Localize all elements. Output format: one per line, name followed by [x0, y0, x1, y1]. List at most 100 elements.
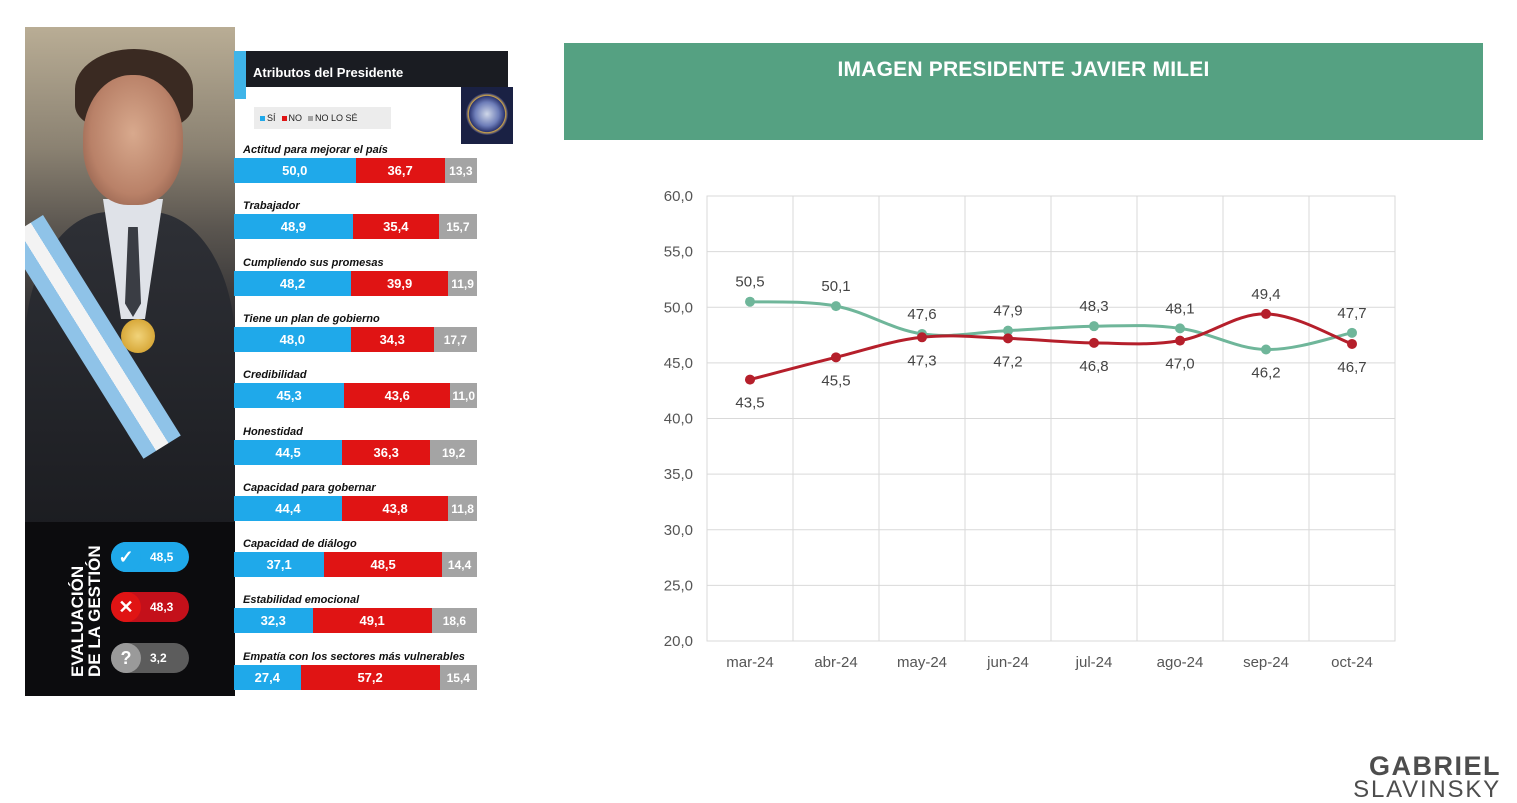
attribute-label: Capacidad de diálogo — [243, 538, 357, 550]
attribute-bar: 48,0 34,3 17,7 — [234, 327, 477, 352]
attribute-label: Trabajador — [243, 200, 300, 212]
y-tick-label: 35,0 — [664, 466, 693, 483]
y-tick-label: 45,0 — [664, 355, 693, 372]
x-tick-label: jul-24 — [1075, 654, 1113, 671]
bar-segment-ns: 11,0 — [450, 383, 478, 408]
data-label: 47,0 — [1165, 356, 1194, 373]
bar-segment-ns: 17,7 — [433, 327, 477, 352]
bar-segment-si: 48,9 — [234, 214, 353, 239]
bar-segment-no: 35,4 — [352, 214, 439, 239]
bar-segment-no: 36,3 — [342, 440, 431, 465]
y-tick-label: 55,0 — [664, 244, 693, 261]
infographic-title-bar — [234, 51, 508, 87]
data-point-series-1 — [745, 374, 755, 385]
bar-segment-si: 50,0 — [234, 158, 356, 183]
title-accent — [234, 51, 246, 99]
bar-segment-no: 48,5 — [324, 552, 443, 577]
data-point-series-1 — [1175, 335, 1185, 346]
attribute-bar: 44,4 43,8 11,8 — [234, 496, 477, 521]
bar-segment-no: 43,6 — [344, 383, 451, 408]
attribute-label: Actitud para mejorar el país — [243, 144, 388, 156]
bar-segment-ns: 18,6 — [431, 608, 477, 633]
data-label: 47,7 — [1337, 305, 1366, 322]
evaluation-unsure: ? 3,2 — [111, 643, 189, 673]
attribute-bar: 48,2 39,9 11,9 — [234, 271, 477, 296]
bar-segment-ns: 11,8 — [448, 496, 477, 521]
data-label: 47,6 — [907, 306, 936, 323]
data-label: 45,5 — [821, 372, 850, 389]
legend-si: SÍ — [260, 113, 276, 123]
data-label: 49,4 — [1251, 286, 1280, 303]
bar-segment-no: 39,9 — [351, 271, 449, 296]
x-tick-label: abr-24 — [814, 654, 857, 671]
x-icon: ✕ — [111, 592, 141, 622]
evaluation-disapprove-value: 48,3 — [150, 600, 174, 614]
bar-segment-no: 34,3 — [350, 327, 434, 352]
y-tick-label: 50,0 — [664, 299, 693, 316]
attribute-bar: 32,3 49,1 18,6 — [234, 608, 477, 633]
bar-segment-si: 44,5 — [234, 440, 343, 465]
data-point-series-0 — [1347, 327, 1357, 338]
legend-ns: NO LO SÉ — [308, 113, 358, 123]
attribute-label: Cumpliendo sus promesas — [243, 257, 384, 269]
attribute-label: Capacidad para gobernar — [243, 482, 376, 494]
data-label: 46,2 — [1251, 365, 1280, 382]
data-point-series-1 — [917, 332, 927, 343]
question-icon: ? — [111, 643, 141, 673]
evaluation-approve-value: 48,5 — [150, 550, 174, 564]
data-point-series-1 — [1347, 338, 1357, 349]
bar-segment-si: 37,1 — [234, 552, 325, 577]
president-photo: EVALUACIÓN DE LA GESTIÓN ✓ 48,5 ✕ 48,3 ?… — [25, 27, 235, 696]
data-point-series-0 — [1003, 325, 1013, 336]
evaluation-approve: ✓ 48,5 — [111, 542, 189, 572]
seal-icon — [466, 93, 508, 135]
data-point-series-0 — [1175, 323, 1185, 334]
sun-emblem-icon — [121, 319, 155, 353]
attribute-label: Estabilidad emocional — [243, 594, 360, 606]
bar-segment-no: 36,7 — [355, 158, 445, 183]
y-tick-label: 20,0 — [664, 633, 693, 650]
bar-segment-no: 49,1 — [312, 608, 432, 633]
data-label: 43,5 — [735, 395, 764, 412]
attribute-bar: 27,4 57,2 15,4 — [234, 665, 477, 690]
y-tick-label: 30,0 — [664, 522, 693, 539]
bar-segment-si: 27,4 — [234, 665, 301, 690]
y-tick-label: 40,0 — [664, 411, 693, 428]
bar-segment-no: 43,8 — [341, 496, 449, 521]
legend: SÍ NO NO LO SÉ — [254, 107, 391, 129]
data-point-series-1 — [1261, 308, 1271, 319]
data-point-series-0 — [1089, 321, 1099, 332]
brand-logo: GABRIEL SLAVINSKY — [1353, 751, 1501, 803]
data-label: 50,5 — [735, 274, 764, 291]
chart-header: IMAGEN PRESIDENTE JAVIER MILEI — [564, 43, 1483, 140]
data-label: 47,3 — [907, 352, 936, 369]
bar-segment-ns: 19,2 — [430, 440, 477, 465]
infographic-title: Atributos del Presidente — [253, 65, 404, 80]
x-tick-label: oct-24 — [1331, 654, 1373, 671]
evaluation-unsure-value: 3,2 — [150, 651, 167, 665]
bar-segment-si: 44,4 — [234, 496, 342, 521]
data-point-series-1 — [1089, 337, 1099, 348]
data-label: 48,3 — [1079, 298, 1108, 315]
attribute-bar: 37,1 48,5 14,4 — [234, 552, 478, 577]
attributes-infographic: EVALUACIÓN DE LA GESTIÓN ✓ 48,5 ✕ 48,3 ?… — [25, 27, 525, 696]
data-point-series-0 — [1261, 344, 1271, 355]
attribute-label: Tiene un plan de gobierno — [243, 313, 380, 325]
bar-segment-si: 45,3 — [234, 383, 345, 408]
attribute-bar: 50,0 36,7 13,3 — [234, 158, 477, 183]
chart-title: IMAGEN PRESIDENTE JAVIER MILEI — [837, 58, 1210, 81]
brand-name-first: GABRIEL — [1369, 751, 1501, 781]
attribute-label: Empatía con los sectores más vulnerables — [243, 651, 465, 663]
bar-segment-ns: 15,4 — [439, 665, 477, 690]
evaluation-disapprove: ✕ 48,3 — [111, 592, 189, 622]
brand-name-last: SLAVINSKY — [1353, 776, 1501, 803]
x-tick-label: may-24 — [897, 654, 947, 671]
bar-segment-no: 57,2 — [300, 665, 440, 690]
data-label: 46,8 — [1079, 358, 1108, 375]
attribute-label: Honestidad — [243, 426, 303, 438]
data-label: 47,9 — [993, 303, 1022, 320]
bar-segment-si: 32,3 — [234, 608, 313, 633]
legend-swatch — [260, 116, 265, 122]
x-tick-label: ago-24 — [1157, 654, 1204, 671]
